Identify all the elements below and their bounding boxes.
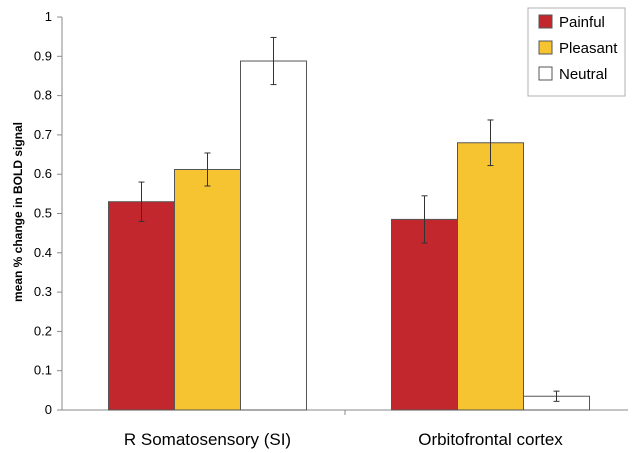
y-tick-label: 0.1 <box>34 363 52 378</box>
y-tick-label: 0.6 <box>34 166 52 181</box>
bars <box>108 36 590 411</box>
y-tick-label: 0.9 <box>34 48 52 63</box>
bar-painful-1 <box>108 201 175 411</box>
y-tick-label: 1 <box>45 9 52 24</box>
y-tick-label: 0.8 <box>34 88 52 103</box>
bar-pleasant-1 <box>174 168 241 411</box>
x-axis-labels: R Somatosensory (SI) Orbitofrontal cortex <box>124 430 563 449</box>
y-axis-title: mean % change in BOLD signal <box>11 122 25 302</box>
y-tick-label: 0.7 <box>34 127 52 142</box>
legend-label-neutral: Neutral <box>559 66 607 83</box>
legend-swatch-neutral <box>538 66 553 81</box>
bar-pleasant-2 <box>457 142 524 411</box>
y-tick-label: 0.5 <box>34 206 52 221</box>
y-tick-label: 0 <box>45 402 52 417</box>
legend: Painful Pleasant Neutral <box>527 7 626 97</box>
y-tick-label: 0.2 <box>34 323 52 338</box>
y-tick-label: 0.4 <box>34 245 52 260</box>
category-label: Orbitofrontal cortex <box>418 430 563 449</box>
y-tick-label: 0.3 <box>34 284 52 299</box>
legend-swatch-painful <box>538 14 553 29</box>
y-axis: 0 0.1 0.2 0.3 0.4 0.5 0.6 0.7 0.8 0.9 1 <box>34 9 628 417</box>
bar-neutral-1 <box>240 60 307 411</box>
bar-painful-2 <box>391 218 458 411</box>
legend-label-pleasant: Pleasant <box>559 40 618 57</box>
legend-label-painful: Painful <box>559 14 605 31</box>
category-label: R Somatosensory (SI) <box>124 430 291 449</box>
legend-swatch-pleasant <box>538 40 553 55</box>
